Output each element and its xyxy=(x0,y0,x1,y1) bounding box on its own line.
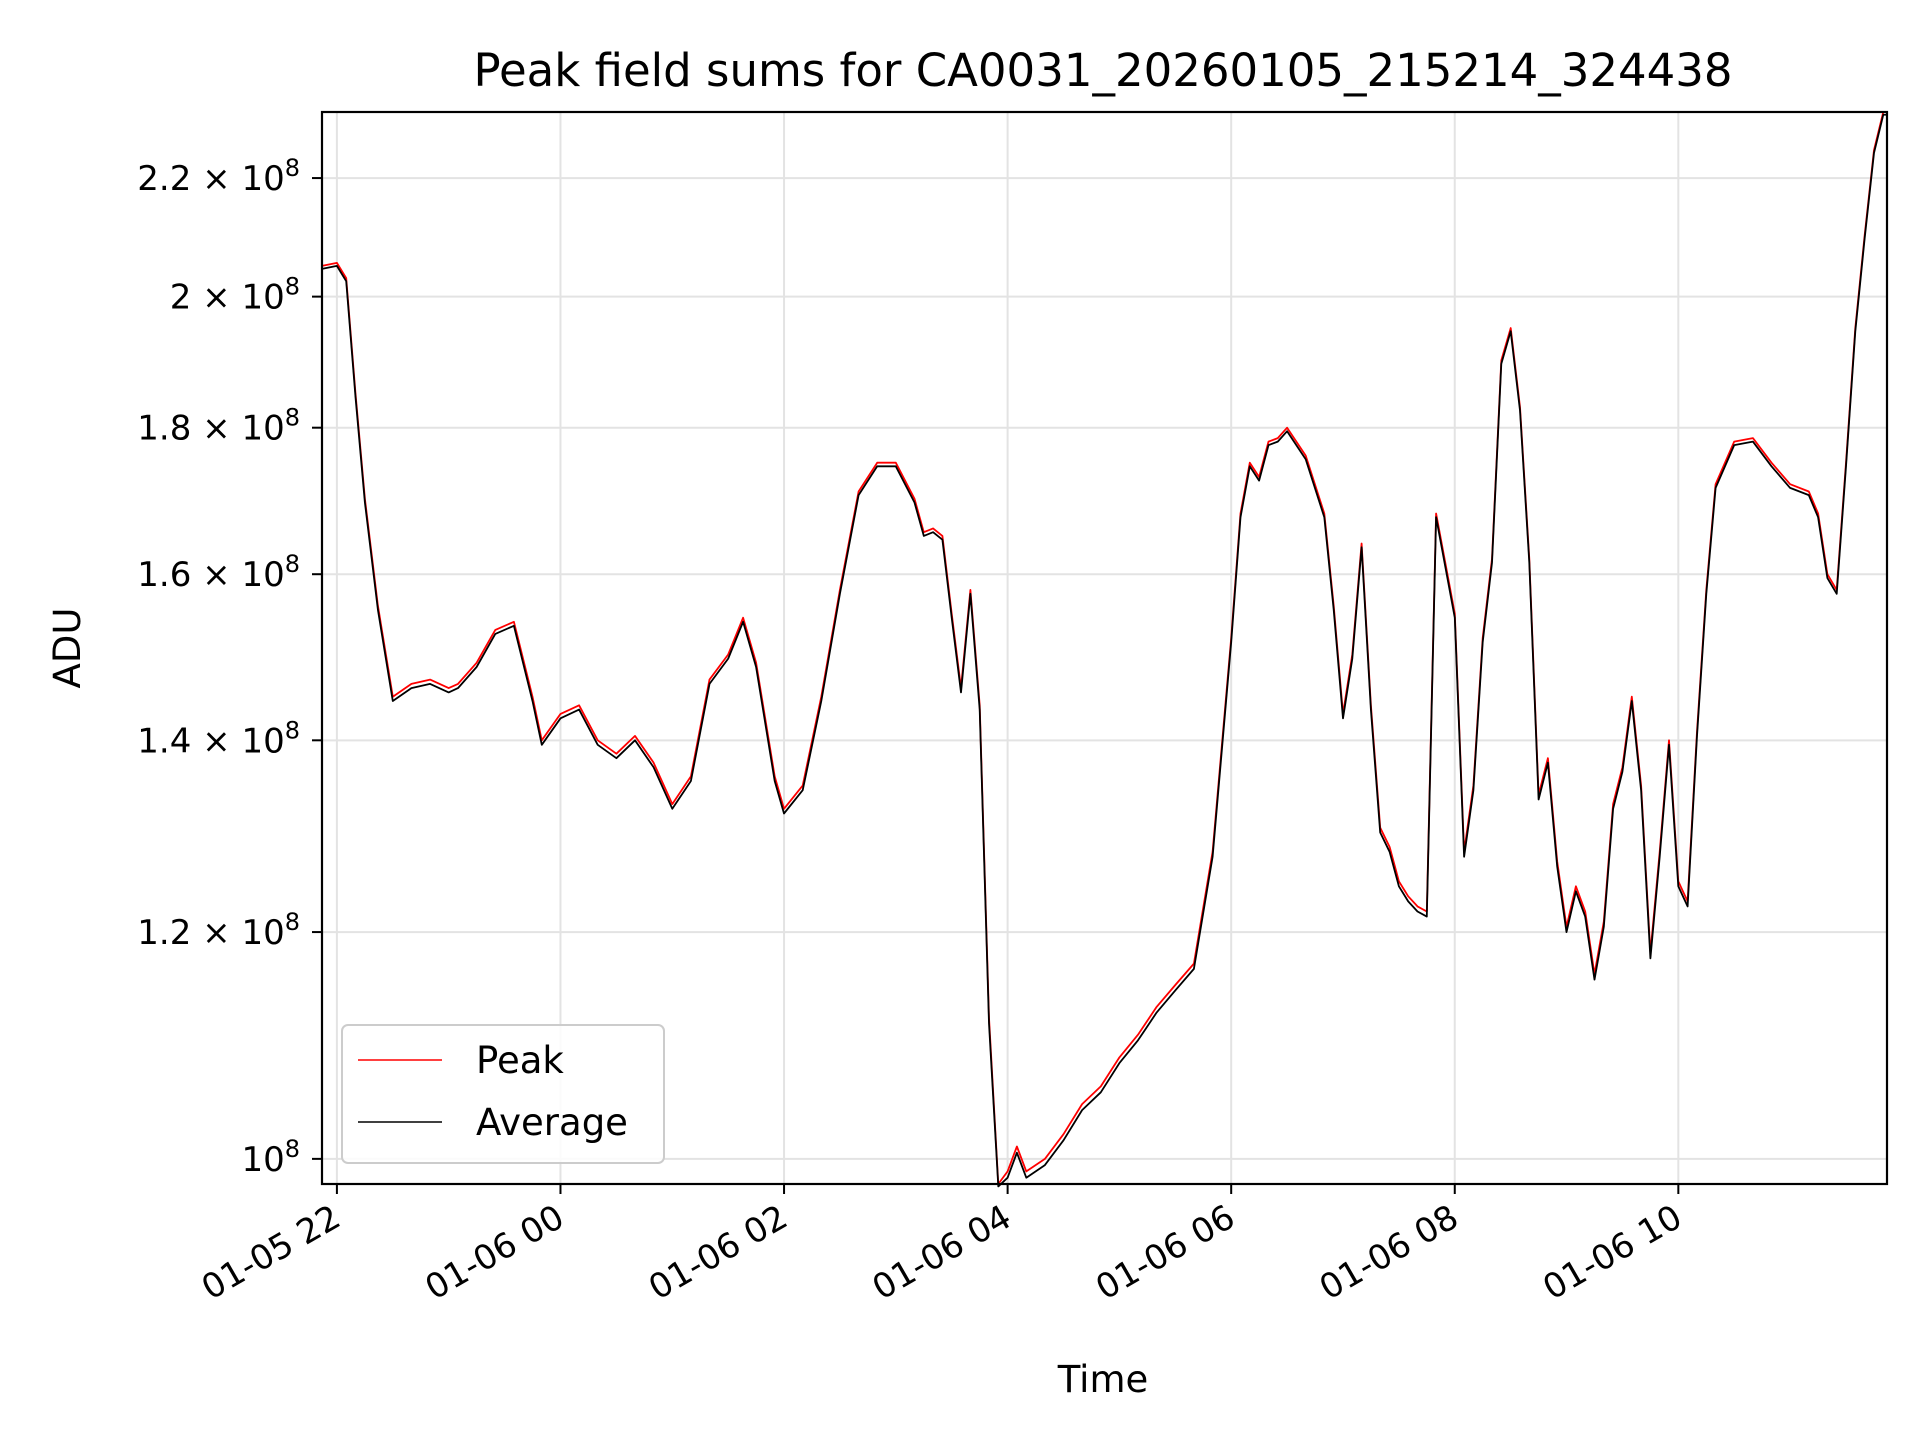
legend-label-peak: Peak xyxy=(476,1039,564,1082)
legend: Peak Average xyxy=(341,1024,665,1164)
legend-label-average: Average xyxy=(476,1101,628,1144)
series-lines xyxy=(322,112,1887,1187)
series-line-average xyxy=(322,115,1887,1187)
x-axis-label: Time xyxy=(1057,1358,1149,1401)
y-tick-label: 2.2 × 108 xyxy=(137,154,300,199)
y-axis-ticks: 108 1.2 × 108 1.4 × 108 1.6 × 108 1.8 × 108 2… xyxy=(137,154,322,1180)
y-tick-label: 1.2 × 108 xyxy=(137,908,300,953)
y-tick-label: 1.4 × 108 xyxy=(137,716,300,761)
y-tick-label: 1.8 × 108 xyxy=(137,404,300,449)
y-axis-label: ADU xyxy=(46,608,89,689)
plot-frame xyxy=(320,110,1889,1186)
y-tick-label: 1.6 × 108 xyxy=(137,550,300,595)
y-tick-label: 108 xyxy=(241,1135,300,1180)
y-tick-label: 2 × 108 xyxy=(170,273,300,318)
chart-title: Peak field sums for CA0031_20260105_2152… xyxy=(473,44,1732,97)
